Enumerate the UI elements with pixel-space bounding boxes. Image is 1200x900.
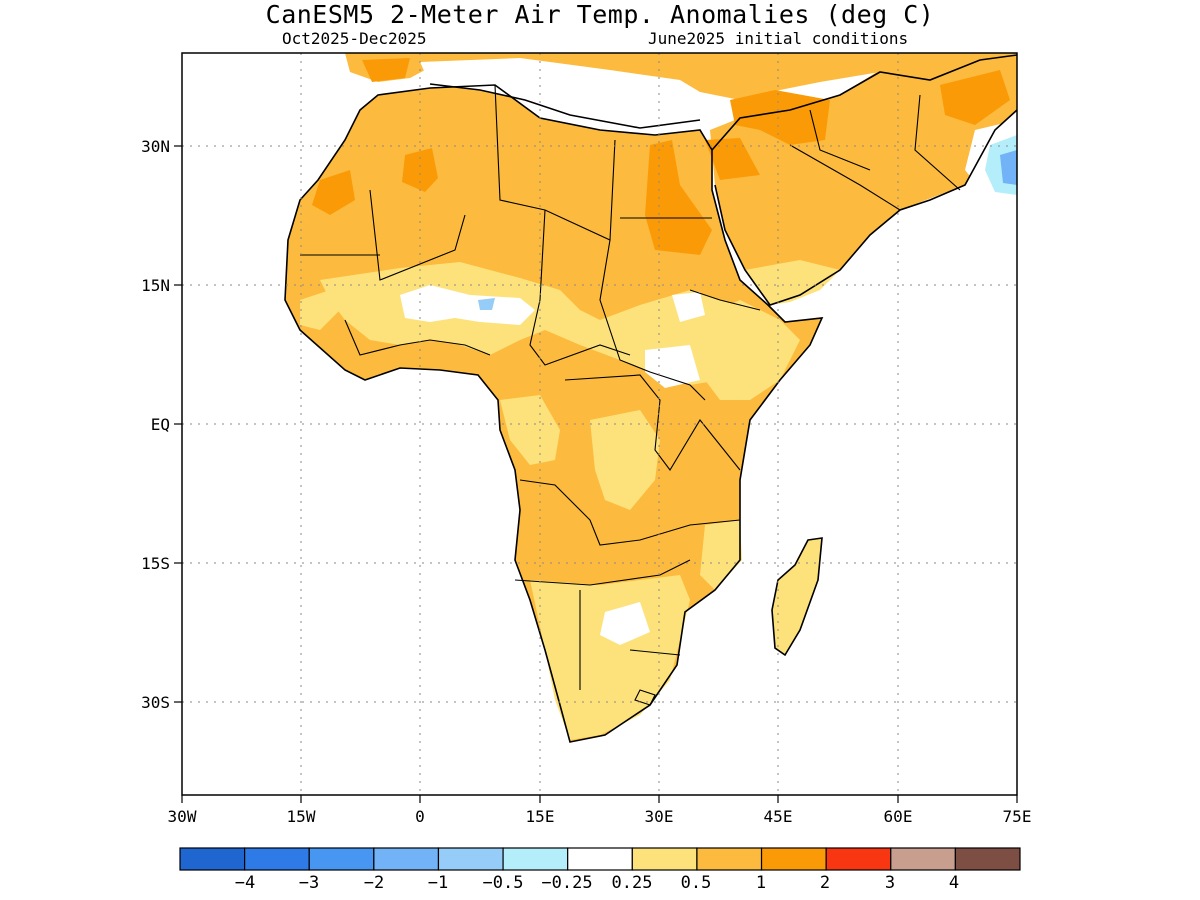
lon-tick-30w: 30W <box>168 807 197 826</box>
colorbar-label: −0.5 <box>483 873 524 893</box>
sahel-cool-spot <box>478 298 495 310</box>
forecast-period: Oct2025-Dec2025 <box>282 29 427 48</box>
ethiopia-white-patch <box>672 292 705 322</box>
east-coast-yellow <box>700 520 742 590</box>
lon-tick-labels: 30W 15W 0 15E 30E 45E 60E 75E <box>168 807 1032 826</box>
sahara-warm-patch <box>645 140 712 255</box>
colorbar-swatch <box>825 847 892 871</box>
europe-warm-patch <box>362 58 410 82</box>
colorbar-swatch <box>502 847 569 871</box>
lon-tick-30e: 30E <box>645 807 674 826</box>
colorbar-label: 4 <box>949 873 959 893</box>
chart-title: CanESM5 2-Meter Air Temp. Anomalies (deg… <box>265 0 935 29</box>
colorbar-swatch <box>696 847 763 871</box>
initial-conditions: June2025 initial conditions <box>648 29 909 48</box>
tick-marks <box>174 145 1018 803</box>
sudan-white-patch <box>645 345 700 388</box>
colorbar-label: 0.25 <box>612 873 653 893</box>
colorbar-label: 1 <box>756 873 766 893</box>
country-borders <box>300 84 961 706</box>
west-africa-coast-yellow <box>300 290 340 330</box>
lat-tick-labels: 30N 15N EQ 15S 30S <box>141 137 170 712</box>
colorbar-label: 0.5 <box>681 873 712 893</box>
colorbar-swatch <box>760 847 827 871</box>
lat-tick-eq: EQ <box>151 415 170 434</box>
namibia-white-patch <box>600 602 650 645</box>
lon-tick-75e: 75E <box>1003 807 1032 826</box>
colorbar-labels: −4 −3 −2 −1 −0.5 −0.25 0.25 0.5 1 2 3 4 <box>235 873 959 893</box>
arabia-yellow <box>745 260 840 305</box>
colorbar-swatch <box>244 847 310 871</box>
lon-tick-0: 0 <box>415 807 425 826</box>
colorbar-swatch <box>890 847 956 871</box>
colorbar-swatch <box>954 847 1021 871</box>
western-sahara-patch <box>312 170 355 215</box>
lat-tick-15n: 15N <box>141 276 170 295</box>
lon-tick-60e: 60E <box>884 807 913 826</box>
congo-yellow <box>500 395 560 465</box>
pakistan-cool-core <box>1000 150 1017 185</box>
lon-tick-15w: 15W <box>287 807 316 826</box>
coastlines <box>284 54 1017 743</box>
colorbar-swatch <box>437 847 504 871</box>
iran-warm-patch <box>730 90 830 145</box>
europe-strip <box>345 53 1017 100</box>
colorbar-label: −1 <box>428 873 448 893</box>
colorbar-swatch <box>567 847 633 871</box>
colorbar-label: −0.25 <box>541 873 592 893</box>
mediterranean-sea <box>420 58 705 128</box>
sahel-white-patch <box>400 285 535 325</box>
map-fields <box>182 53 1017 795</box>
lon-tick-45e: 45E <box>764 807 793 826</box>
colorbar-label: −4 <box>235 873 255 893</box>
sahara-warm-patch-west <box>402 148 438 192</box>
colorbar-swatch <box>179 847 246 871</box>
lon-tick-15e: 15E <box>526 807 555 826</box>
lat-tick-30s: 30S <box>141 693 170 712</box>
colorbar-swatch <box>308 847 375 871</box>
central-yellow-stripe <box>590 410 660 510</box>
madagascar <box>772 538 822 655</box>
graticule <box>182 53 1017 795</box>
east-africa-yellow <box>690 300 800 400</box>
colorbar-label: −3 <box>299 873 319 893</box>
arabian-sea <box>870 185 1017 300</box>
colorbar-swatch <box>631 847 698 871</box>
colorbar-label: 3 <box>885 873 895 893</box>
egypt-warm-patch <box>705 138 760 180</box>
southern-africa-yellow <box>530 575 690 740</box>
colorbar-label: 2 <box>820 873 830 893</box>
colorbar-label: −2 <box>364 873 384 893</box>
colorbar-swatch <box>373 847 440 871</box>
lat-tick-30n: 30N <box>141 137 170 156</box>
colorbar <box>179 847 1021 871</box>
afghanistan-warm-patch <box>940 70 1010 125</box>
lat-tick-15s: 15S <box>141 554 170 573</box>
